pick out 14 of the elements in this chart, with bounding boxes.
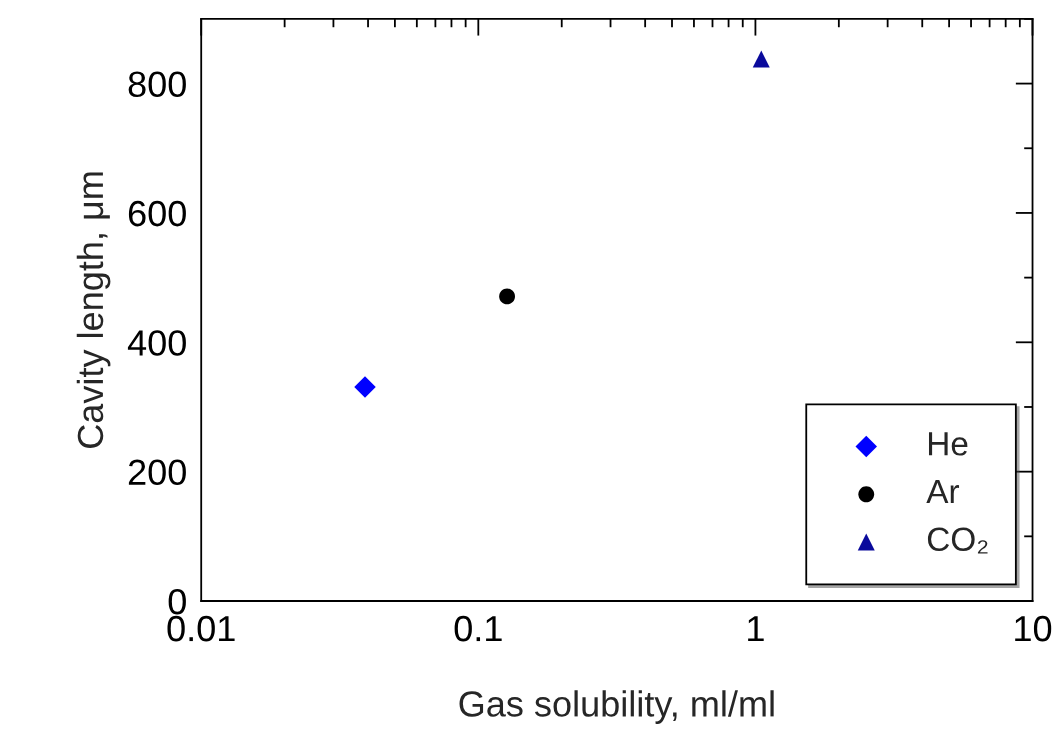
legend-label: CO₂ xyxy=(927,527,988,554)
y-tick-label: 0 xyxy=(168,588,186,615)
y-axis-title: Cavity length, μm xyxy=(76,172,111,448)
y-tick-label: 600 xyxy=(128,200,186,227)
x-tick-label: 0.01 xyxy=(167,615,235,642)
y-tick-label: 400 xyxy=(127,330,186,356)
x-tick-label: 0.1 xyxy=(454,615,502,642)
y-tick-label: 800 xyxy=(128,71,186,98)
x-tick-label: 1 xyxy=(748,616,764,642)
legend-label: He xyxy=(928,432,968,456)
y-tick-label: 200 xyxy=(128,459,186,486)
x-tick-label: 10 xyxy=(1015,615,1052,642)
legend-label: Ar xyxy=(926,480,960,504)
x-axis-title: Gas solubility, ml/ml xyxy=(459,690,774,724)
